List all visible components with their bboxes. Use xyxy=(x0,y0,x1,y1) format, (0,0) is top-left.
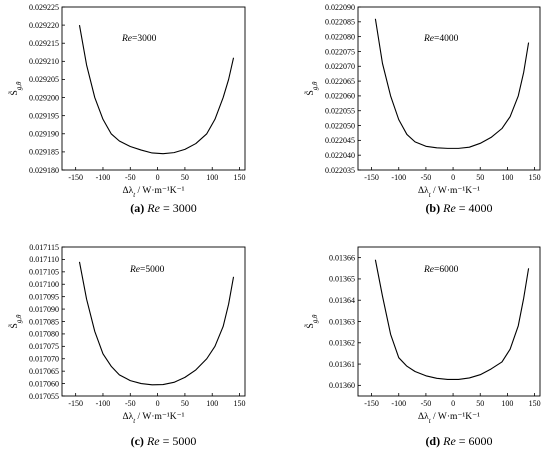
x-tick-label: 0 xyxy=(156,399,160,408)
x-axis-label: Δλt / W·m⁻¹K⁻¹ xyxy=(123,186,185,199)
series-line xyxy=(78,261,235,386)
y-axis-label: S̃g,θ xyxy=(7,314,23,329)
y-tick-label: 0.01362 xyxy=(329,339,355,348)
y-tick-label: 0.017060 xyxy=(29,379,59,388)
chart-panel: 0.029180 0.029185 0.029190 0.029195 0.029200… xyxy=(7,3,245,215)
x-tick-label: -50 xyxy=(125,173,136,182)
y-tick-label: 0.017055 xyxy=(29,392,59,401)
x-tick-label: -50 xyxy=(125,399,136,408)
x-axis-label: Δλt / W·m⁻¹K⁻¹ xyxy=(418,186,480,199)
panel-caption: (a) Re = 3000 xyxy=(130,201,196,215)
x-tick-label: 50 xyxy=(181,399,189,408)
y-tick-label: 0.022045 xyxy=(325,136,355,145)
y-tick-label: 0.022085 xyxy=(325,18,355,27)
y-tick-label: 0.022055 xyxy=(325,107,355,116)
series-line xyxy=(78,25,235,155)
annotation-label: Re=6000 xyxy=(423,265,459,275)
y-tick-label: 0.017090 xyxy=(29,305,59,314)
y-tick-label: 0.01361 xyxy=(329,360,355,369)
y-tick-label: 0.029185 xyxy=(29,148,59,157)
x-tick-label: -150 xyxy=(364,173,379,182)
y-tick-label: 0.01363 xyxy=(329,317,355,326)
y-tick-label: 0.029195 xyxy=(29,111,59,120)
x-axis-label: Δλt / W·m⁻¹K⁻¹ xyxy=(418,412,480,425)
y-tick-label: 0.029220 xyxy=(29,21,59,30)
annotation-label: Re=3000 xyxy=(121,34,157,44)
y-axis-label: S̃g,θ xyxy=(303,81,319,96)
y-tick-label: 0.01366 xyxy=(329,253,355,262)
x-tick-label: -100 xyxy=(96,399,111,408)
y-tick-label: 0.017065 xyxy=(29,367,59,376)
x-tick-label: -150 xyxy=(68,399,83,408)
x-tick-label: 150 xyxy=(529,399,541,408)
y-tick-label: 0.017075 xyxy=(29,342,59,351)
plot-frame xyxy=(61,6,246,171)
y-tick-label: 0.029200 xyxy=(29,93,59,102)
x-tick-label: 100 xyxy=(206,173,218,182)
x-tick-label: 50 xyxy=(476,399,484,408)
x-tick-label: 100 xyxy=(501,399,513,408)
x-tick-label: 0 xyxy=(451,173,455,182)
annotation-label: Re=5000 xyxy=(129,265,165,275)
y-tick-label: 0.029215 xyxy=(29,39,59,48)
x-tick-label: -100 xyxy=(391,173,406,182)
y-tick-label: 0.022065 xyxy=(325,77,355,86)
y-tick-label: 0.017095 xyxy=(29,292,59,301)
x-tick-label: 100 xyxy=(501,173,513,182)
x-tick-label: -50 xyxy=(421,173,432,182)
y-tick-label: 0.017085 xyxy=(29,317,59,326)
x-tick-label: 100 xyxy=(206,399,218,408)
x-tick-label: -50 xyxy=(421,399,432,408)
x-tick-label: -150 xyxy=(68,173,83,182)
y-tick-label: 0.022050 xyxy=(325,121,355,130)
y-tick-label: 0.029205 xyxy=(29,75,59,84)
y-tick-label: 0.022040 xyxy=(325,151,355,160)
y-tick-label: 0.029225 xyxy=(29,3,59,12)
x-tick-label: 150 xyxy=(234,399,246,408)
x-axis-label: Δλt / W·m⁻¹K⁻¹ xyxy=(123,412,185,425)
y-tick-label: 0.017100 xyxy=(29,280,59,289)
y-tick-label: 0.022075 xyxy=(325,47,355,56)
plot-frame xyxy=(357,6,541,171)
y-tick-label: 0.022080 xyxy=(325,32,355,41)
y-tick-label: 0.017110 xyxy=(29,255,59,264)
y-tick-label: 0.022060 xyxy=(325,92,355,101)
y-tick-label: 0.022090 xyxy=(325,3,355,12)
x-tick-label: 0 xyxy=(451,399,455,408)
x-tick-label: -100 xyxy=(391,399,406,408)
panel-caption: (b) Re = 4000 xyxy=(425,201,492,215)
chart-panel: 0.017055 0.017060 0.017065 0.017070 0.017075… xyxy=(7,243,245,448)
series-line xyxy=(374,259,530,380)
y-tick-label: 0.029210 xyxy=(29,57,59,66)
x-tick-label: 150 xyxy=(529,173,541,182)
y-tick-label: 0.01365 xyxy=(329,275,355,284)
chart-panel: 0.01360 0.01361 0.01362 0.01363 0.01364 0.013… xyxy=(303,246,541,448)
panel-caption: (d) Re = 6000 xyxy=(425,434,492,448)
y-tick-label: 0.017105 xyxy=(29,268,59,277)
x-tick-label: 150 xyxy=(234,173,246,182)
y-axis-label: S̃g,θ xyxy=(7,81,23,96)
y-tick-label: 0.017070 xyxy=(29,355,59,364)
y-tick-label: 0.01364 xyxy=(329,296,355,305)
annotation-label: Re=4000 xyxy=(423,34,459,44)
y-tick-label: 0.022070 xyxy=(325,62,355,71)
y-tick-label: 0.029180 xyxy=(29,166,59,175)
y-tick-label: 0.029190 xyxy=(29,130,59,139)
x-tick-label: 50 xyxy=(181,173,189,182)
y-axis-label: S̃g,θ xyxy=(303,314,319,329)
x-tick-label: -150 xyxy=(364,399,379,408)
x-tick-label: -100 xyxy=(96,173,111,182)
x-tick-label: 50 xyxy=(476,173,484,182)
chart-panel: 0.022035 0.022040 0.022045 0.022050 0.022055… xyxy=(303,3,541,215)
y-tick-label: 0.01360 xyxy=(329,381,355,390)
y-tick-label: 0.017080 xyxy=(29,330,59,339)
x-tick-label: 0 xyxy=(156,173,160,182)
y-tick-label: 0.017115 xyxy=(29,243,59,252)
y-tick-label: 0.022035 xyxy=(325,166,355,175)
panel-caption: (c) Re = 5000 xyxy=(131,434,197,448)
series-line xyxy=(374,18,530,149)
